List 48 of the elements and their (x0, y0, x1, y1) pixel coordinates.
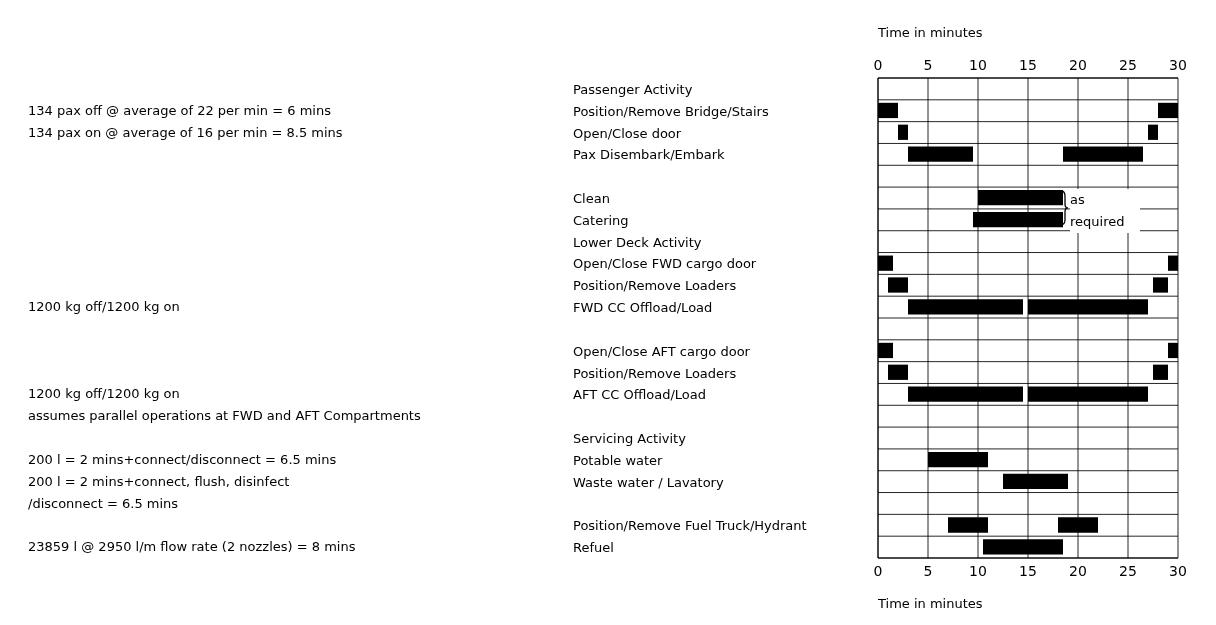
text: 23859 l @ 2950 l/m flow rate (2 nozzles) = 8 mins (28, 538, 357, 557)
annotation: as required (1070, 189, 1140, 233)
x2-tick-label: 20 (1069, 57, 1087, 73)
bar (898, 124, 908, 140)
y-tick-label: AFT CC Offload/Load (573, 387, 707, 403)
x2-tick-label: 15 (1019, 57, 1037, 73)
x2-tick-label: 0 (873, 57, 883, 73)
x-tick-label: 5 (923, 562, 933, 579)
bar (1148, 124, 1158, 140)
y-tick-label: Position/Remove Loaders (573, 365, 737, 381)
y-tick-label: Pax Disembark/Embark (573, 147, 726, 163)
bar (888, 277, 908, 293)
y-tick-label: Position/Remove Fuel Truck/Hydrant (573, 518, 807, 534)
y-tick-label: FWD CC Offload/Load (573, 300, 713, 316)
text: 1200 kg off/1200 kg on assumes parallel operations at FWD and AFT Compartments (28, 385, 422, 426)
y-tick-label: Open/Close FWD cargo door (573, 256, 757, 272)
y-tick-label: Open/Close AFT cargo door (573, 343, 751, 359)
text: 134 pax on @ average of 16 per min = 8.5 mins (28, 123, 344, 142)
x2-axis-title: Time in minutes (877, 25, 983, 41)
bar (1153, 364, 1168, 380)
x-tick-label: 15 (1019, 562, 1037, 579)
text: 1200 kg off/1200 kg on (28, 298, 181, 317)
y-tick-label: Catering (573, 212, 629, 228)
x2-tick-label: 10 (969, 57, 987, 73)
y-tick-label: Position/Remove Bridge/Stairs (573, 103, 769, 119)
y-tick-label: Waste water / Lavatory (573, 474, 724, 490)
y-tick-label: Open/Close door (573, 125, 682, 141)
x2-tick-label: 5 (923, 57, 933, 73)
y-tick-label: Refuel (573, 540, 614, 556)
x-axis-title: Time in minutes (877, 596, 983, 611)
bar (1153, 277, 1168, 293)
y-tick-label: Potable water (573, 452, 664, 468)
text: 134 pax off @ average of 22 per min = 6 mins (28, 101, 332, 120)
y-tick-label: Position/Remove Loaders (573, 278, 737, 294)
x-tick-label: 0 (873, 562, 883, 579)
x2-tick-label: 25 (1119, 57, 1137, 73)
text: 200 l = 2 mins+connect/disconnect = 6.5 mins (28, 450, 338, 469)
y-tick-label: Clean (573, 191, 610, 206)
x-tick-label: 30 (1169, 562, 1187, 579)
x-tick-label: 10 (969, 562, 987, 579)
x-tick-label: 25 (1119, 562, 1137, 579)
text: 200 l = 2 mins+connect, flush, disinfect /disconnect = 6.5 mins (28, 472, 291, 513)
x2-tick-label: 30 (1169, 57, 1187, 73)
y-tick-label: Lower Deck Activity (573, 234, 702, 250)
bar (888, 364, 908, 380)
x-tick-label: 20 (1069, 562, 1087, 579)
y-tick-label: Passenger Activity (573, 81, 693, 97)
y-tick-label: Servicing Activity (573, 431, 687, 446)
